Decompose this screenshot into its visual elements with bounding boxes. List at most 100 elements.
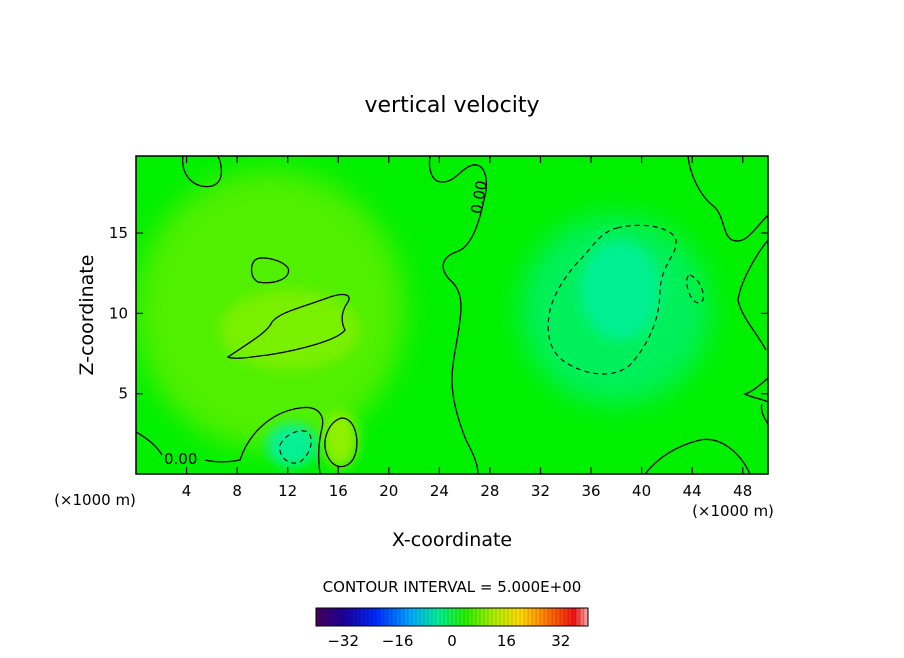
colorbar-swatch bbox=[424, 608, 429, 626]
colorbar-swatch bbox=[324, 608, 329, 626]
colorbar-swatch bbox=[484, 608, 489, 626]
contour-top-left bbox=[182, 156, 223, 188]
colorbar-swatch bbox=[524, 608, 529, 626]
contour-label-left: 0.00 bbox=[164, 450, 197, 468]
colorbar-tick-label: 0 bbox=[447, 632, 457, 650]
y-ticks: 5 10 15 bbox=[109, 224, 768, 403]
x-tick-label: 8 bbox=[232, 482, 242, 500]
colorbar-swatch bbox=[316, 608, 321, 626]
colorbar-swatch bbox=[340, 608, 345, 626]
x-axis-title: X-coordinate bbox=[392, 529, 512, 551]
chart-title: vertical velocity bbox=[364, 93, 539, 118]
colorbar-swatch bbox=[488, 608, 493, 626]
contour-label-center: 0.00 bbox=[467, 179, 491, 215]
updraft-core bbox=[220, 290, 360, 370]
contour-right-edge bbox=[687, 156, 768, 242]
contour-central-zero bbox=[428, 156, 487, 474]
colorbar-swatch bbox=[372, 608, 377, 626]
x-tick-label: 20 bbox=[379, 482, 398, 500]
x-unit-left: (×1000 m) bbox=[54, 491, 136, 509]
colorbar-swatch bbox=[556, 608, 561, 626]
colorbar-swatch bbox=[396, 608, 401, 626]
x-tick-label: 28 bbox=[480, 482, 499, 500]
colorbar-swatch bbox=[544, 608, 549, 626]
x-ticks: 4 8 12 16 20 24 28 32 36 40 44 48 bbox=[182, 156, 752, 500]
y-tick-label: 5 bbox=[118, 385, 128, 403]
x-tick-label: 12 bbox=[278, 482, 297, 500]
colorbar-swatch bbox=[516, 608, 521, 626]
contour-lines bbox=[136, 156, 768, 474]
colorbar-swatch bbox=[536, 608, 541, 626]
x-tick-label: 48 bbox=[733, 482, 752, 500]
colorbar-tick-label: 32 bbox=[551, 632, 570, 650]
colorbar-swatch bbox=[452, 608, 457, 626]
colorbar-swatch bbox=[476, 608, 481, 626]
colorbar-swatch bbox=[440, 608, 445, 626]
colorbar-swatch bbox=[428, 608, 433, 626]
colorbar-swatch bbox=[564, 608, 569, 626]
colorbar-swatch bbox=[420, 608, 425, 626]
contour-small-cell bbox=[324, 417, 358, 468]
colorbar-swatch bbox=[360, 608, 365, 626]
colorbar-swatch bbox=[572, 608, 577, 626]
colorbar-swatch bbox=[548, 608, 553, 626]
colorbar-frame bbox=[315, 607, 589, 627]
downdraft-cell-small bbox=[266, 423, 318, 467]
colorbar-tick-label: −32 bbox=[327, 632, 359, 650]
contour-downdraft-small bbox=[686, 274, 704, 304]
colorbar-swatch bbox=[408, 608, 413, 626]
colorbar-tick-label: −16 bbox=[382, 632, 414, 650]
colorbar-swatch bbox=[512, 608, 517, 626]
colorbar-swatch bbox=[400, 608, 405, 626]
contour-bottom-left-2 bbox=[204, 406, 324, 474]
colorbar-swatch bbox=[580, 608, 585, 626]
colorbar-swatch bbox=[448, 608, 453, 626]
colorbar-swatch bbox=[416, 608, 421, 626]
contour-bottom-left bbox=[136, 431, 163, 456]
colorbar-swatch bbox=[460, 608, 465, 626]
colorbar-swatch bbox=[352, 608, 357, 626]
y-axis-title: Z-coordinate bbox=[76, 255, 98, 376]
colorbar-swatch bbox=[492, 608, 497, 626]
colorbar-swatch bbox=[520, 608, 525, 626]
colorbar-swatch bbox=[508, 608, 513, 626]
negative-contours bbox=[279, 224, 704, 464]
colorbar-swatch bbox=[456, 608, 461, 626]
colorbar-tick-label: 16 bbox=[497, 632, 516, 650]
colorbar-swatch bbox=[388, 608, 393, 626]
contour-elongated bbox=[226, 293, 350, 359]
colorbar-swatch bbox=[320, 608, 325, 626]
colorbar-swatch bbox=[468, 608, 473, 626]
colorbar-swatch bbox=[576, 608, 581, 626]
colorbar-swatch bbox=[528, 608, 533, 626]
x-tick-label: 44 bbox=[683, 482, 702, 500]
colorbar bbox=[315, 608, 589, 626]
colorbar-swatch bbox=[504, 608, 509, 626]
colorbar-swatch bbox=[480, 608, 485, 626]
colorbar-swatch bbox=[552, 608, 557, 626]
colorbar-swatch bbox=[384, 608, 389, 626]
contour-right-lowest bbox=[760, 403, 768, 425]
x-tick-label: 40 bbox=[632, 482, 651, 500]
colorbar-swatch bbox=[344, 608, 349, 626]
colorbar-swatch bbox=[444, 608, 449, 626]
colorbar-swatch bbox=[380, 608, 385, 626]
colorbar-swatch bbox=[464, 608, 469, 626]
colorbar-swatch bbox=[328, 608, 333, 626]
contour-right-side bbox=[737, 239, 768, 351]
colorbar-swatch bbox=[376, 608, 381, 626]
contour-right-lower bbox=[743, 377, 768, 403]
x-unit-right: (×1000 m) bbox=[692, 502, 774, 520]
x-tick-label: 4 bbox=[182, 482, 192, 500]
colorbar-swatch bbox=[332, 608, 337, 626]
plot-area: 0.00 0.00 bbox=[136, 156, 768, 474]
colorbar-swatch bbox=[532, 608, 537, 626]
colorbar-swatch bbox=[404, 608, 409, 626]
colorbar-swatch bbox=[364, 608, 369, 626]
x-tick-label: 36 bbox=[581, 482, 600, 500]
colorbar-ticks: −32 −16 0 16 32 bbox=[327, 632, 570, 650]
colorbar-swatch bbox=[392, 608, 397, 626]
colorbar-swatch bbox=[472, 608, 477, 626]
y-tick-label: 10 bbox=[109, 304, 128, 322]
